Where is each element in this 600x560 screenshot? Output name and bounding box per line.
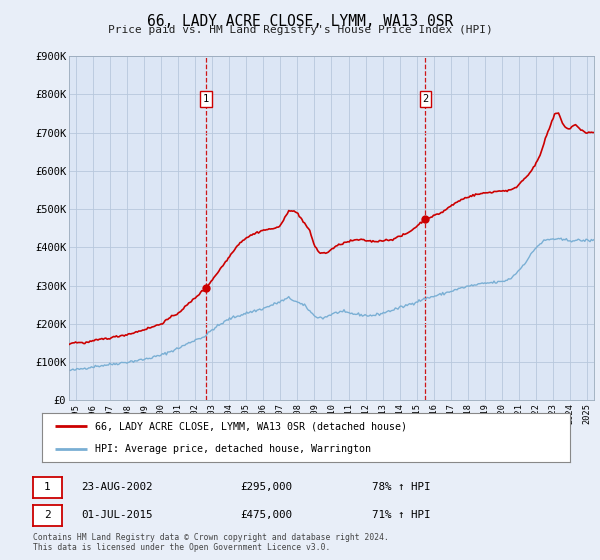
Text: 78% ↑ HPI: 78% ↑ HPI: [372, 482, 431, 492]
Text: 1: 1: [44, 482, 51, 492]
Text: Contains HM Land Registry data © Crown copyright and database right 2024.: Contains HM Land Registry data © Crown c…: [33, 533, 389, 542]
Text: 2: 2: [44, 510, 51, 520]
Text: Price paid vs. HM Land Registry's House Price Index (HPI): Price paid vs. HM Land Registry's House …: [107, 25, 493, 35]
Text: £475,000: £475,000: [240, 510, 292, 520]
Text: 1: 1: [203, 94, 209, 104]
Text: 66, LADY ACRE CLOSE, LYMM, WA13 0SR (detached house): 66, LADY ACRE CLOSE, LYMM, WA13 0SR (det…: [95, 421, 407, 431]
Text: This data is licensed under the Open Government Licence v3.0.: This data is licensed under the Open Gov…: [33, 543, 331, 552]
Text: 23-AUG-2002: 23-AUG-2002: [81, 482, 152, 492]
Text: 71% ↑ HPI: 71% ↑ HPI: [372, 510, 431, 520]
Text: £295,000: £295,000: [240, 482, 292, 492]
Text: HPI: Average price, detached house, Warrington: HPI: Average price, detached house, Warr…: [95, 444, 371, 454]
Text: 2: 2: [422, 94, 428, 104]
Text: 01-JUL-2015: 01-JUL-2015: [81, 510, 152, 520]
Text: 66, LADY ACRE CLOSE, LYMM, WA13 0SR: 66, LADY ACRE CLOSE, LYMM, WA13 0SR: [147, 14, 453, 29]
